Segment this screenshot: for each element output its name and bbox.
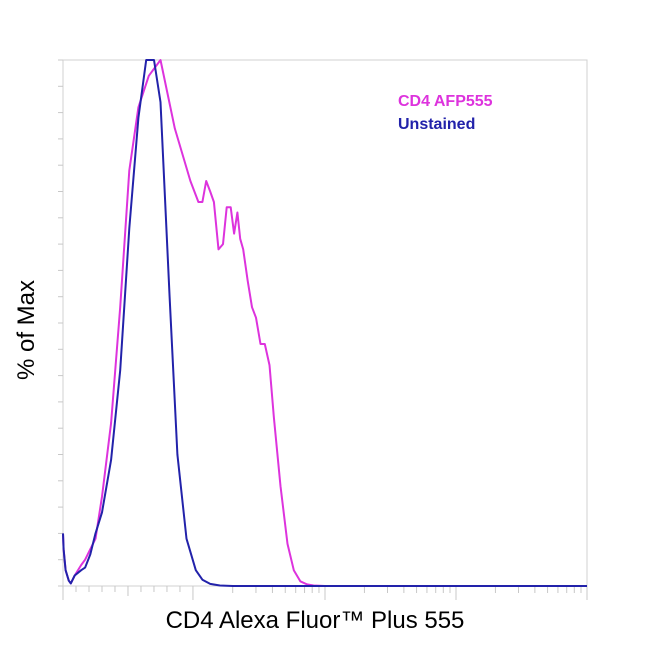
x-axis-ticks	[62, 586, 588, 600]
x-axis-title: CD4 Alexa Fluor™ Plus 555	[166, 607, 465, 634]
y-axis-title: % of Max	[13, 280, 40, 380]
plot-area-frame	[62, 59, 588, 587]
legend-entry-cd4-afp555: CD4 AFP555	[398, 93, 493, 110]
legend-entry-unstained: Unstained	[398, 116, 475, 133]
series-line-unstained	[62, 59, 587, 587]
series-line-cd4-afp555	[62, 59, 587, 587]
series-layer	[62, 59, 587, 587]
y-axis-ticks	[58, 59, 63, 587]
